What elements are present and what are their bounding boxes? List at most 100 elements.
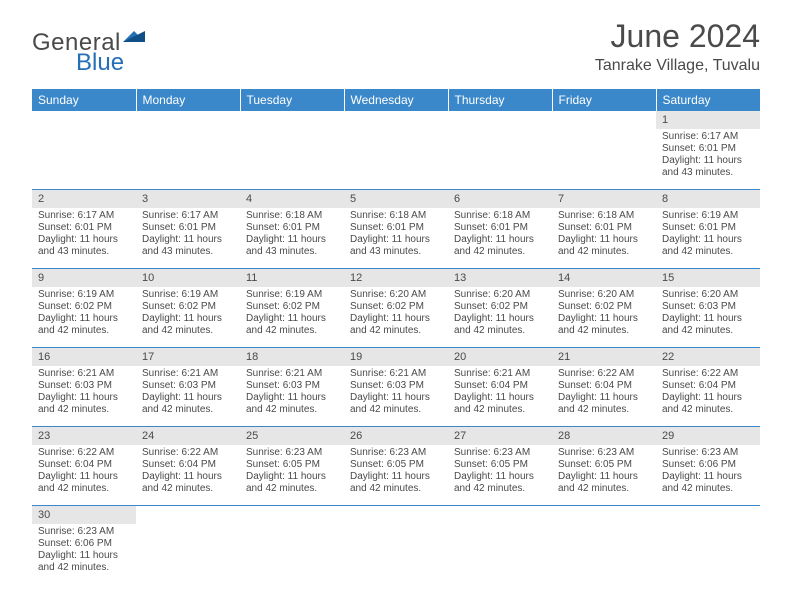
calendar-cell: 28Sunrise: 6:23 AMSunset: 6:05 PMDayligh… (552, 427, 656, 506)
day-content: Sunrise: 6:17 AMSunset: 6:01 PMDaylight:… (136, 208, 240, 262)
day-number: 25 (240, 427, 344, 445)
day-line: Sunrise: 6:17 AM (38, 210, 130, 222)
day-line: and 42 minutes. (246, 483, 338, 495)
day-line (558, 538, 650, 550)
day-line: and 42 minutes. (350, 483, 442, 495)
calendar-cell: 1Sunrise: 6:17 AMSunset: 6:01 PMDaylight… (656, 111, 760, 190)
calendar-cell (552, 506, 656, 585)
day-line: Sunset: 6:05 PM (454, 459, 546, 471)
weekday-header: Wednesday (344, 89, 448, 111)
weekday-header: Thursday (448, 89, 552, 111)
day-number: 30 (32, 506, 136, 524)
day-number: 15 (656, 269, 760, 287)
calendar-cell: 18Sunrise: 6:21 AMSunset: 6:03 PMDayligh… (240, 348, 344, 427)
day-content: Sunrise: 6:23 AMSunset: 6:05 PMDaylight:… (344, 445, 448, 499)
day-line: Sunset: 6:01 PM (662, 222, 754, 234)
day-line: Daylight: 11 hours (38, 234, 130, 246)
day-line: and 43 minutes. (38, 246, 130, 258)
day-line: Sunset: 6:06 PM (662, 459, 754, 471)
calendar-cell (344, 111, 448, 190)
day-content (136, 524, 240, 578)
day-line: Sunset: 6:01 PM (662, 143, 754, 155)
day-number: 22 (656, 348, 760, 366)
calendar-cell: 15Sunrise: 6:20 AMSunset: 6:03 PMDayligh… (656, 269, 760, 348)
day-line: Sunrise: 6:21 AM (454, 368, 546, 380)
day-content: Sunrise: 6:23 AMSunset: 6:05 PMDaylight:… (552, 445, 656, 499)
day-content: Sunrise: 6:18 AMSunset: 6:01 PMDaylight:… (344, 208, 448, 262)
day-content (240, 524, 344, 578)
calendar-row: 9Sunrise: 6:19 AMSunset: 6:02 PMDaylight… (32, 269, 760, 348)
day-line: Sunset: 6:02 PM (558, 301, 650, 313)
day-line: Daylight: 11 hours (38, 550, 130, 562)
day-line (350, 131, 442, 143)
day-line: Sunset: 6:02 PM (246, 301, 338, 313)
day-line: Daylight: 11 hours (558, 313, 650, 325)
day-line (350, 538, 442, 550)
day-line: Sunset: 6:01 PM (38, 222, 130, 234)
calendar-cell: 30Sunrise: 6:23 AMSunset: 6:06 PMDayligh… (32, 506, 136, 585)
day-line: and 42 minutes. (662, 325, 754, 337)
day-content: Sunrise: 6:22 AMSunset: 6:04 PMDaylight:… (656, 366, 760, 420)
day-number: 26 (344, 427, 448, 445)
calendar-cell: 20Sunrise: 6:21 AMSunset: 6:04 PMDayligh… (448, 348, 552, 427)
day-line (246, 562, 338, 574)
day-number: 7 (552, 190, 656, 208)
weekday-header: Friday (552, 89, 656, 111)
day-line (142, 538, 234, 550)
day-content: Sunrise: 6:23 AMSunset: 6:05 PMDaylight:… (448, 445, 552, 499)
day-line: Sunset: 6:02 PM (454, 301, 546, 313)
day-line: Sunset: 6:05 PM (350, 459, 442, 471)
day-content (552, 129, 656, 183)
day-line: Sunrise: 6:17 AM (662, 131, 754, 143)
day-content: Sunrise: 6:19 AMSunset: 6:02 PMDaylight:… (32, 287, 136, 341)
day-content: Sunrise: 6:20 AMSunset: 6:02 PMDaylight:… (448, 287, 552, 341)
day-line: Sunset: 6:04 PM (454, 380, 546, 392)
day-number: 29 (656, 427, 760, 445)
day-number: 19 (344, 348, 448, 366)
day-line: and 42 minutes. (662, 246, 754, 258)
day-content: Sunrise: 6:17 AMSunset: 6:01 PMDaylight:… (32, 208, 136, 262)
day-content: Sunrise: 6:18 AMSunset: 6:01 PMDaylight:… (448, 208, 552, 262)
weekday-header: Saturday (656, 89, 760, 111)
calendar-cell: 6Sunrise: 6:18 AMSunset: 6:01 PMDaylight… (448, 190, 552, 269)
day-line: Sunrise: 6:17 AM (142, 210, 234, 222)
day-line: Sunrise: 6:21 AM (350, 368, 442, 380)
day-number (136, 111, 240, 129)
day-line (246, 155, 338, 167)
calendar-cell: 5Sunrise: 6:18 AMSunset: 6:01 PMDaylight… (344, 190, 448, 269)
day-line: Daylight: 11 hours (454, 471, 546, 483)
day-number (240, 506, 344, 524)
calendar-cell: 11Sunrise: 6:19 AMSunset: 6:02 PMDayligh… (240, 269, 344, 348)
day-line (662, 538, 754, 550)
day-line (142, 562, 234, 574)
day-line: Sunrise: 6:21 AM (38, 368, 130, 380)
day-number: 5 (344, 190, 448, 208)
day-number: 1 (656, 111, 760, 129)
day-line (558, 562, 650, 574)
day-line: Sunrise: 6:19 AM (246, 289, 338, 301)
calendar-cell (240, 111, 344, 190)
day-number: 21 (552, 348, 656, 366)
day-number: 28 (552, 427, 656, 445)
day-line (454, 526, 546, 538)
day-line: Sunset: 6:06 PM (38, 538, 130, 550)
day-number (552, 111, 656, 129)
calendar-cell (448, 111, 552, 190)
calendar-cell: 10Sunrise: 6:19 AMSunset: 6:02 PMDayligh… (136, 269, 240, 348)
day-line: Daylight: 11 hours (142, 234, 234, 246)
day-line (558, 131, 650, 143)
day-line: and 42 minutes. (142, 404, 234, 416)
day-line: and 42 minutes. (662, 404, 754, 416)
day-content: Sunrise: 6:20 AMSunset: 6:02 PMDaylight:… (552, 287, 656, 341)
day-line: and 42 minutes. (454, 325, 546, 337)
day-line: and 42 minutes. (558, 404, 650, 416)
day-line (662, 562, 754, 574)
day-content (448, 524, 552, 578)
day-line: Daylight: 11 hours (662, 313, 754, 325)
day-line (350, 550, 442, 562)
day-content: Sunrise: 6:22 AMSunset: 6:04 PMDaylight:… (32, 445, 136, 499)
day-line: Sunrise: 6:23 AM (662, 447, 754, 459)
day-line: Daylight: 11 hours (662, 392, 754, 404)
day-line: Sunrise: 6:23 AM (558, 447, 650, 459)
day-line (246, 526, 338, 538)
